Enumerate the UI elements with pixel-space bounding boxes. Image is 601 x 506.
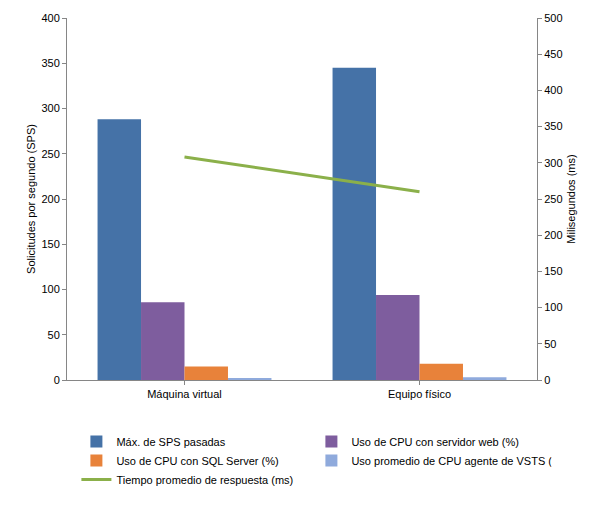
svg-text:250: 250 bbox=[544, 193, 562, 205]
svg-text:500: 500 bbox=[544, 12, 562, 24]
svg-text:250: 250 bbox=[41, 148, 59, 160]
svg-text:50: 50 bbox=[544, 338, 556, 350]
svg-text:Uso de CPU con servidor web (%: Uso de CPU con servidor web (%) bbox=[351, 436, 519, 448]
svg-text:300: 300 bbox=[544, 157, 562, 169]
svg-text:150: 150 bbox=[544, 265, 562, 277]
svg-text:Uso de CPU con SQL Server (%): Uso de CPU con SQL Server (%) bbox=[116, 455, 278, 467]
svg-text:100: 100 bbox=[544, 301, 562, 313]
svg-text:Milisegundos (ms): Milisegundos (ms) bbox=[565, 154, 577, 243]
svg-text:50: 50 bbox=[48, 329, 60, 341]
svg-text:300: 300 bbox=[41, 102, 59, 114]
svg-text:350: 350 bbox=[544, 120, 562, 132]
svg-text:350: 350 bbox=[41, 57, 59, 69]
svg-text:400: 400 bbox=[41, 12, 59, 24]
svg-text:200: 200 bbox=[41, 193, 59, 205]
svg-text:Uso promedio de CPU agente de: Uso promedio de CPU agente de VSTS (%) bbox=[351, 455, 551, 467]
svg-text:0: 0 bbox=[544, 374, 550, 386]
svg-text:0: 0 bbox=[54, 374, 60, 386]
svg-text:Máquina virtual: Máquina virtual bbox=[147, 388, 222, 400]
svg-text:Tiempo promedio de respuesta (: Tiempo promedio de respuesta (ms) bbox=[116, 474, 293, 486]
svg-text:Equipo físico: Equipo físico bbox=[388, 388, 451, 400]
svg-text:400: 400 bbox=[544, 84, 562, 96]
svg-text:200: 200 bbox=[544, 229, 562, 241]
svg-text:150: 150 bbox=[41, 238, 59, 250]
svg-text:Solicitudes por segundo (SPS): Solicitudes por segundo (SPS) bbox=[25, 124, 37, 274]
svg-text:450: 450 bbox=[544, 48, 562, 60]
svg-text:100: 100 bbox=[41, 283, 59, 295]
svg-text:Máx. de SPS pasadas: Máx. de SPS pasadas bbox=[116, 436, 225, 448]
